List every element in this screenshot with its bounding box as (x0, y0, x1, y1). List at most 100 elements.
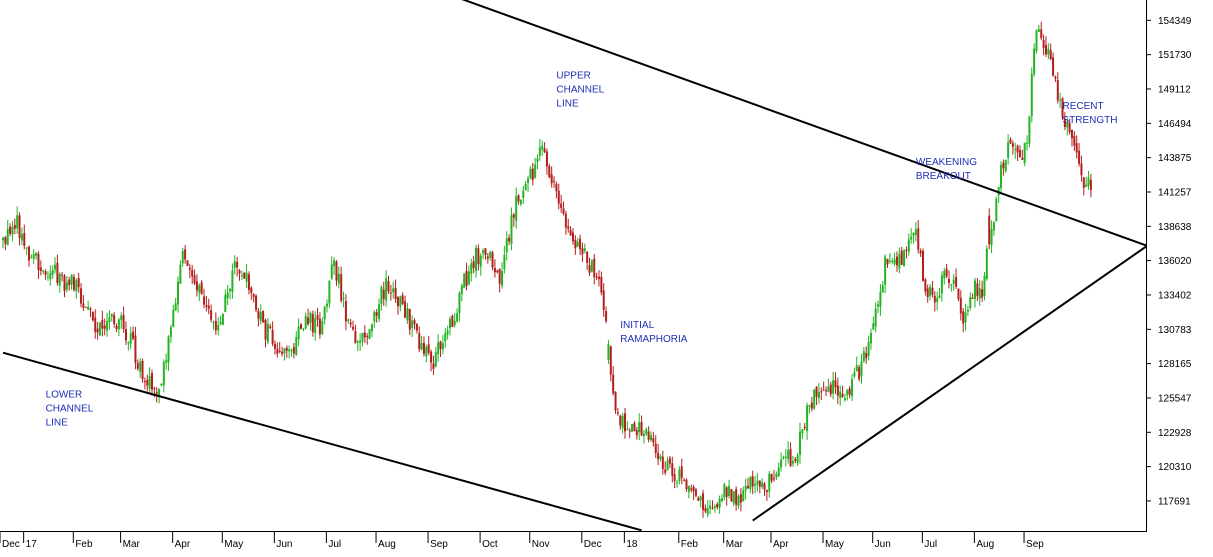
candle (370, 323, 373, 338)
candle-body (1014, 148, 1017, 150)
candle-body (356, 341, 359, 343)
candle (997, 186, 1000, 203)
candle-body (574, 239, 577, 249)
candle (501, 262, 504, 289)
candle (879, 283, 882, 316)
candle (1000, 161, 1003, 193)
candle-body (1026, 142, 1029, 144)
candle-body (799, 431, 802, 455)
candle (297, 318, 300, 347)
y-tick-label: 117691 (1158, 496, 1191, 507)
candle-body (905, 249, 908, 251)
candle-body (18, 215, 21, 238)
candle-body (1021, 157, 1024, 160)
candle-body (226, 292, 229, 299)
candle-body (247, 274, 250, 290)
candle (94, 309, 97, 339)
candle-body (1011, 143, 1014, 147)
candle (247, 271, 250, 295)
candle (132, 326, 135, 341)
candle-body (912, 233, 915, 236)
candle-body (517, 195, 520, 202)
candle (217, 317, 220, 336)
candle (555, 181, 558, 199)
candle (862, 347, 865, 363)
candle-body (1033, 48, 1036, 75)
candle-body (307, 317, 310, 325)
candle (418, 326, 421, 353)
candle (448, 316, 451, 336)
candle-body (872, 323, 875, 330)
x-tick-label: Mar (726, 539, 744, 550)
candle (273, 340, 276, 355)
candle (884, 254, 887, 294)
candle (413, 318, 416, 330)
candle (749, 476, 752, 494)
candle-body (349, 322, 352, 325)
candle-body (106, 320, 109, 331)
candle-body (751, 476, 754, 487)
candle (827, 378, 830, 393)
candle (1037, 24, 1040, 33)
candle (375, 308, 378, 323)
candle-body (207, 305, 210, 309)
candle-body (983, 275, 986, 297)
candle (678, 466, 681, 485)
candle (855, 356, 858, 372)
candle (44, 269, 47, 280)
candle (160, 383, 163, 387)
candle-body (134, 335, 137, 363)
candle (162, 359, 165, 393)
candle-body (288, 349, 291, 352)
candle-body (853, 372, 856, 377)
candle (936, 291, 939, 311)
candle-body (1063, 119, 1066, 127)
candle-body (23, 233, 26, 247)
candle-body (39, 267, 42, 271)
candle-body (612, 374, 615, 394)
candle (200, 280, 203, 295)
candle (836, 377, 839, 405)
candle-body (955, 277, 958, 287)
candle-body (406, 308, 409, 321)
candle-body (633, 423, 636, 431)
candle (914, 222, 917, 242)
candle-body (389, 292, 392, 294)
candle (851, 374, 854, 401)
candle (933, 291, 936, 312)
candle-body (77, 277, 80, 288)
candle (35, 252, 38, 260)
candle (72, 273, 75, 292)
candle-body (54, 264, 57, 270)
candle-body (141, 360, 144, 380)
candle (453, 312, 456, 328)
candle (184, 244, 187, 264)
candle (746, 477, 749, 490)
candle (881, 281, 884, 293)
candle-body (820, 391, 823, 393)
candle-body (683, 480, 686, 482)
candle-body (323, 306, 326, 320)
candle-body (1004, 159, 1007, 172)
candle (224, 289, 227, 313)
candle (444, 328, 447, 348)
candle-body (292, 347, 295, 354)
candle-body (295, 337, 298, 355)
candle (607, 339, 610, 365)
candle (810, 396, 813, 412)
candle-body (408, 309, 411, 330)
candle-body (285, 347, 288, 351)
candle (962, 308, 965, 333)
candle-body (664, 469, 667, 473)
candle (347, 318, 350, 324)
candle-body (337, 273, 340, 284)
candle-body (957, 288, 960, 300)
candle (188, 263, 191, 279)
x-tick-label: Dec (584, 539, 602, 550)
candle-body (692, 486, 695, 492)
candle-body (929, 286, 932, 296)
candle (318, 312, 321, 339)
candle-body (475, 247, 477, 272)
candle-body (281, 351, 284, 354)
